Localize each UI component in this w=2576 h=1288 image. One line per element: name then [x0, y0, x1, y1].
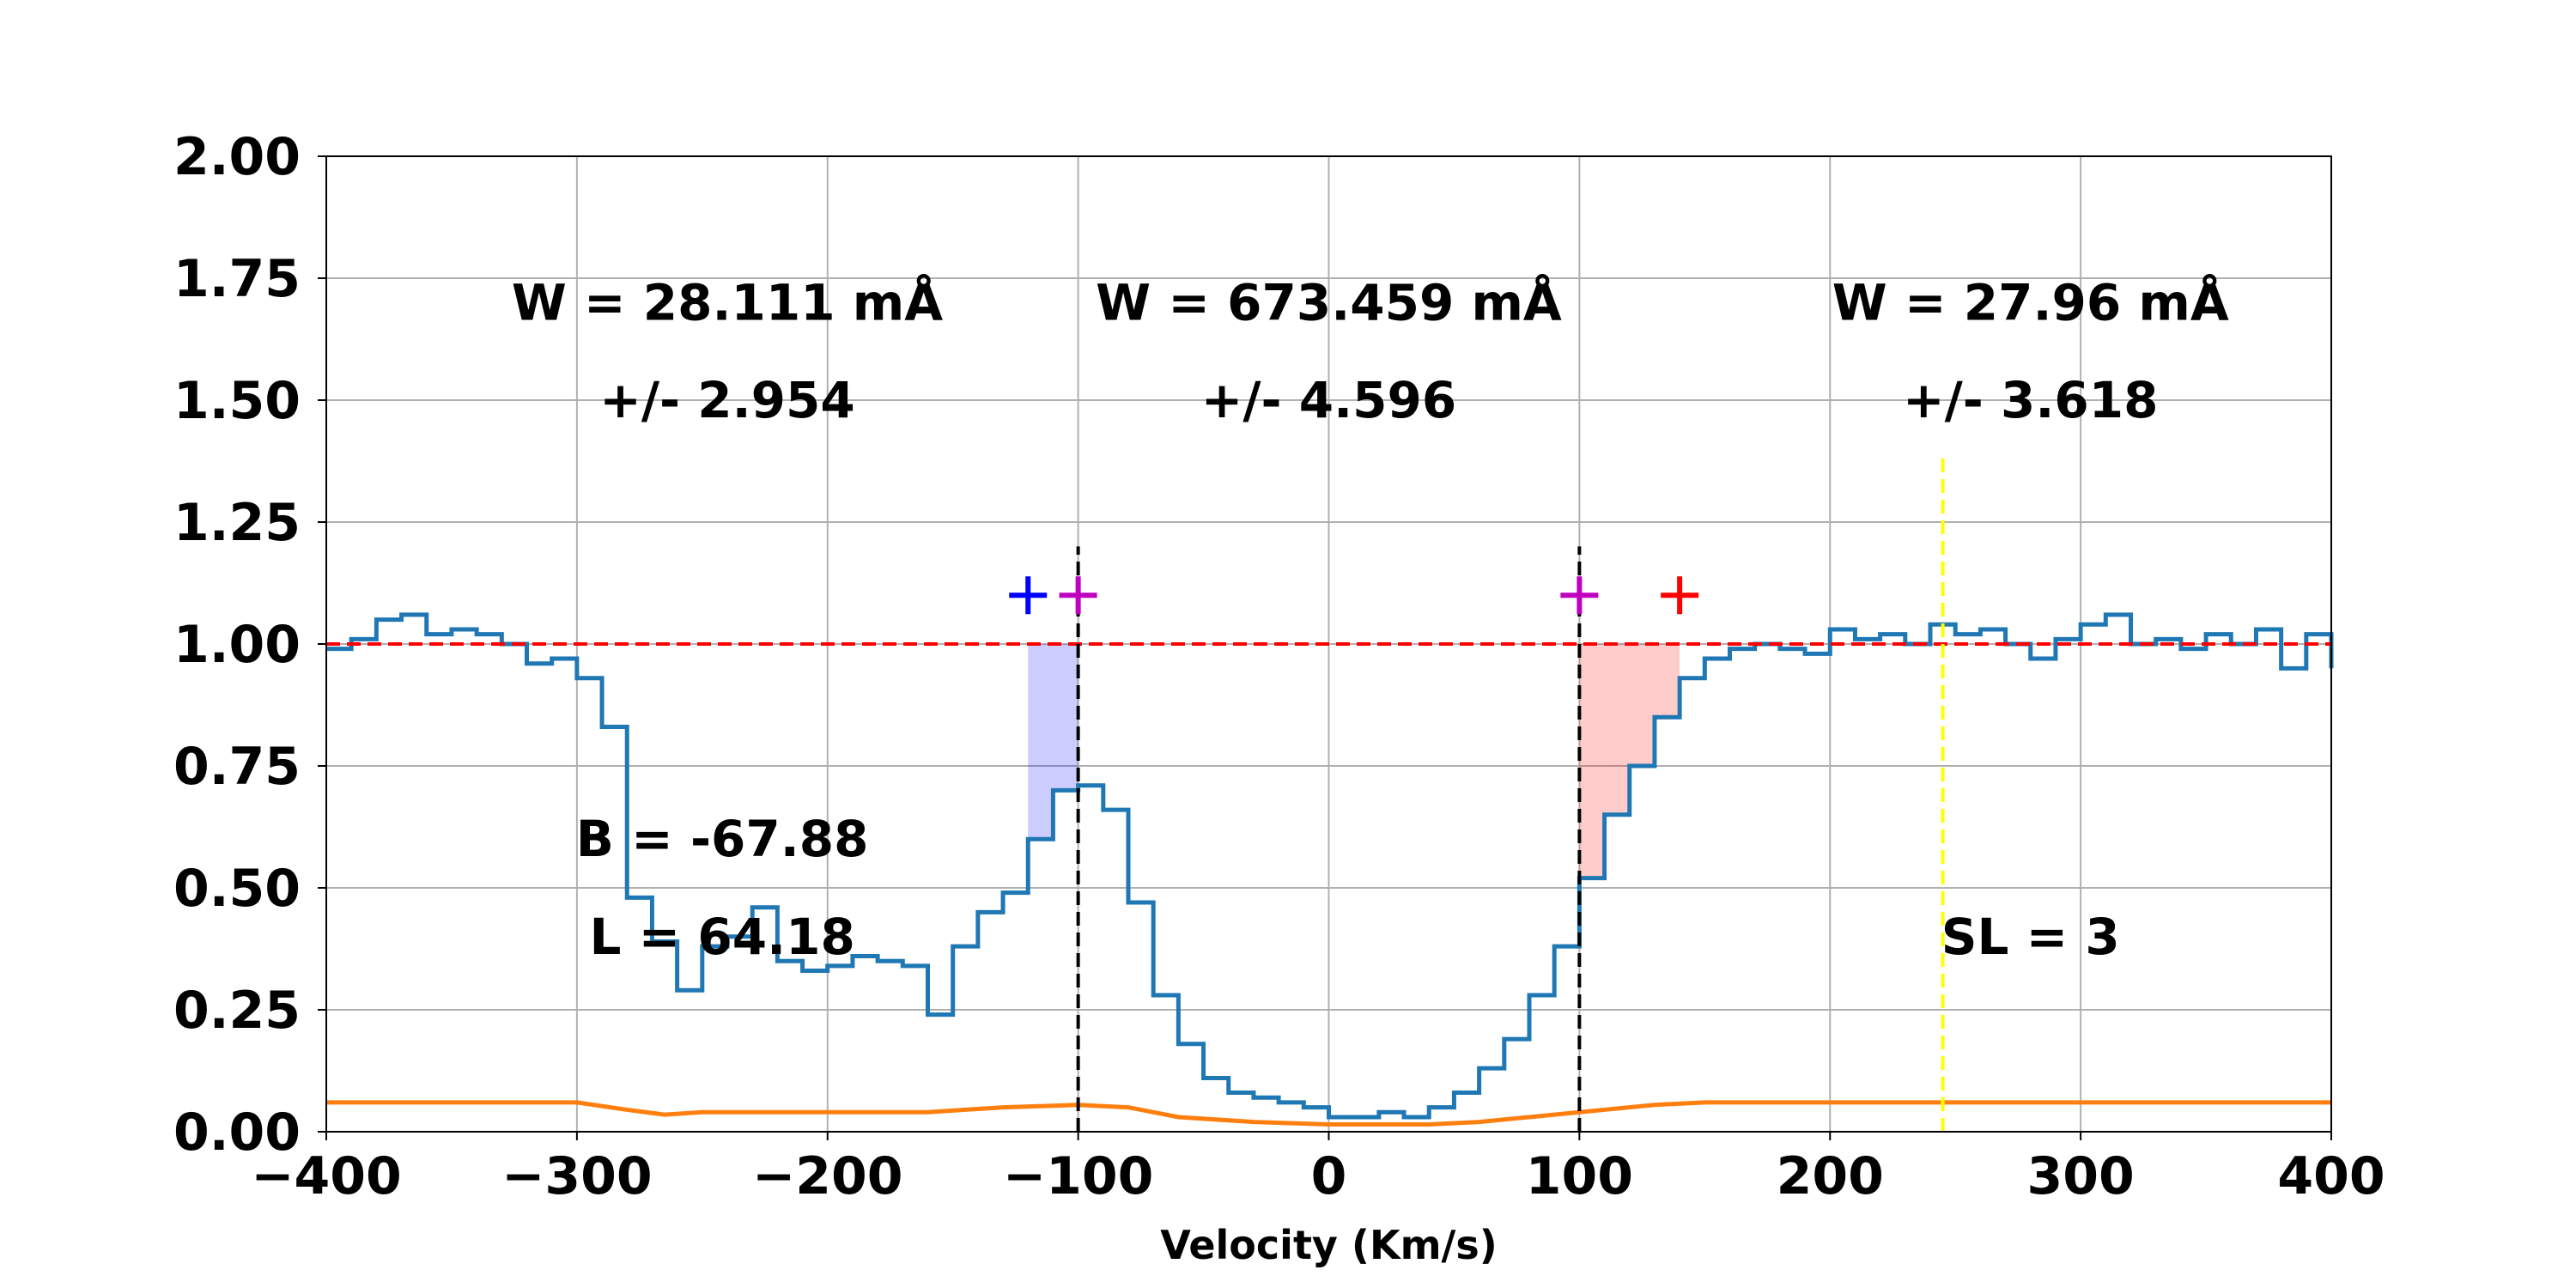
error-series-line [326, 1100, 2331, 1127]
x-tick-label: −300 [501, 1146, 653, 1206]
annotation-text: W = 28.111 mÅ [512, 272, 943, 331]
y-tick-label: 1.50 [173, 371, 301, 431]
y-tick-label: 1.00 [173, 615, 301, 675]
shaded-region [1053, 644, 1078, 791]
reference-lines [326, 459, 2331, 1132]
annotation-text: W = 27.96 mÅ [1832, 272, 2229, 331]
x-tick-label: 400 [2277, 1146, 2385, 1206]
y-tick-label: 1.75 [173, 249, 301, 309]
annotation-text: +/- 4.596 [1201, 371, 1457, 429]
x-tick-label: 300 [2027, 1146, 2135, 1206]
shaded-region [1604, 644, 1630, 815]
annotation-text: W = 673.459 mÅ [1096, 272, 1562, 331]
annotations: W = 28.111 mÅ +/- 2.954 W = 673.459 mÅ +/- … [512, 272, 2229, 965]
x-tick-label: −400 [251, 1146, 402, 1206]
annotation-text: B = -67.88 [576, 810, 869, 868]
y-tick-label: 0.00 [173, 1103, 301, 1163]
flux-series-line [326, 612, 2334, 1120]
shaded-regions [1028, 644, 1680, 878]
y-tick-label: 2.00 [173, 127, 301, 187]
x-tick-label: 0 [1311, 1146, 1347, 1206]
shaded-region [1028, 644, 1054, 840]
y-tick-label: 0.50 [173, 859, 301, 919]
series-layer [326, 612, 2334, 1127]
plus-marker [1560, 576, 1599, 615]
x-tick-label: 100 [1526, 1146, 1633, 1206]
y-tick-label: 0.25 [173, 981, 301, 1041]
x-axis-label: Velocity (Km/s) [1160, 1222, 1497, 1268]
shaded-region [1654, 644, 1680, 718]
annotation-text: +/- 2.954 [599, 371, 855, 429]
plus-marker [1009, 576, 1048, 615]
axis-ticks: −400 −300 −200 −100 0 100 200 300 400 0.00 0.25 0.5… [173, 127, 2385, 1206]
y-tick-label: 1.25 [173, 493, 301, 553]
plus-marker [1059, 576, 1097, 615]
plus-marker [1661, 576, 1699, 615]
x-tick-label: 200 [1777, 1146, 1884, 1206]
annotation-text: +/- 3.618 [1903, 371, 2159, 429]
annotation-text: L = 64.18 [589, 908, 854, 966]
shaded-region [1579, 644, 1605, 878]
x-tick-label: −200 [752, 1146, 903, 1206]
markers [1009, 576, 1699, 615]
annotation-text: SL = 3 [1941, 908, 2120, 966]
x-tick-label: −100 [1003, 1146, 1154, 1206]
shaded-region [1629, 644, 1655, 766]
y-tick-label: 0.75 [173, 737, 301, 797]
